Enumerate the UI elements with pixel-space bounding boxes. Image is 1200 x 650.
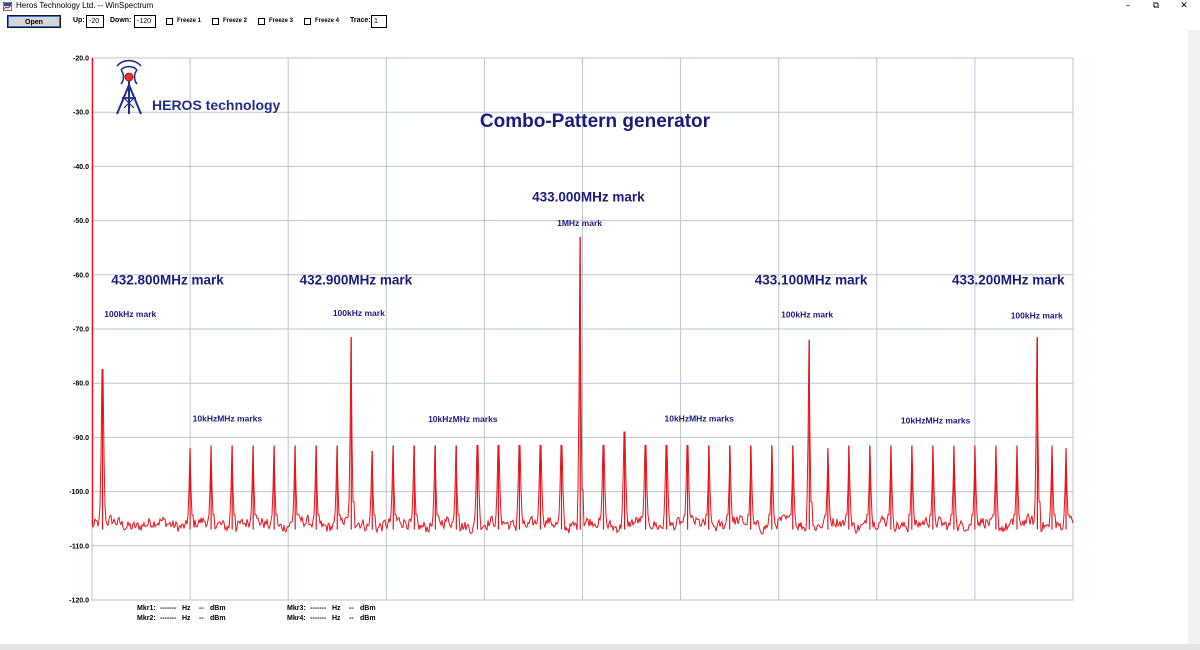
down-input[interactable]: -120 <box>134 15 156 28</box>
up-label: Up: <box>73 17 85 24</box>
mkr2-freq: ------- <box>160 615 177 622</box>
mkr2-label: Mkr2: <box>137 615 156 622</box>
mkr1-dbm: dBm <box>210 605 226 612</box>
title-bar: Heros Technology Ltd. -- WinSpectrum – ⧉… <box>0 0 1200 13</box>
mkr2-dbm-value: -- <box>199 615 204 622</box>
mkr4-dbm: dBm <box>360 615 376 622</box>
toolbar: Open Up: -20 Down: -120 Freeze 1 Freeze … <box>0 13 1200 30</box>
y-tick-label: -50.0 <box>73 218 89 225</box>
freeze-3-checkbox[interactable] <box>258 18 265 25</box>
marker-readout-4: Mkr4: ------- Hz -- dBm <box>287 615 376 622</box>
mark-note-label: 100kHz mark <box>1011 311 1063 321</box>
trace-input[interactable]: 1 <box>371 15 387 28</box>
freeze-3-label: Freeze 3 <box>269 18 294 24</box>
y-axis-ticks: -20.0 -30.0 -40.0 -50.0 -60.0 -70.0 -80.0 -90.0… <box>69 56 89 605</box>
spectrum-trace <box>91 236 1074 535</box>
mkr4-hz: Hz <box>332 615 341 622</box>
frequency-mark-label: 433.200MHz mark <box>952 273 1065 288</box>
mkr3-hz: Hz <box>332 605 341 612</box>
mark-note-label: 10kHzMHz marks <box>193 414 263 424</box>
up-input[interactable]: -20 <box>86 15 104 28</box>
frequency-mark-label: 432.900MHz mark <box>300 273 413 288</box>
status-strip <box>0 644 1200 650</box>
freeze-1-checkbox[interactable] <box>166 18 173 25</box>
mkr3-dbm-value: -- <box>349 605 354 612</box>
spectrum-chart[interactable]: -20.0 -30.0 -40.0 -50.0 -60.0 -70.0 -80.0 -90.0… <box>0 30 1200 644</box>
trace-label: Trace: <box>350 17 371 24</box>
y-tick-label: -40.0 <box>73 164 89 171</box>
annotations: 433.000MHz mark 1MHz mark 432.800MHz mark 4… <box>104 190 1065 426</box>
mark-note-label: 10kHzMHz marks <box>665 414 735 424</box>
y-tick-label: -20.0 <box>73 56 89 63</box>
spectrum-panel: -20.0 -30.0 -40.0 -50.0 -60.0 -70.0 -80.0 -90.0… <box>0 30 1200 644</box>
restore-button[interactable]: ⧉ <box>1152 1 1160 11</box>
mark-note-label: 10kHzMHz marks <box>901 415 971 425</box>
mkr1-hz: Hz <box>182 605 191 612</box>
marker-readout-3: Mkr3: ------- Hz -- dBm <box>287 605 376 612</box>
close-button[interactable]: ✕ <box>1180 1 1188 11</box>
y-tick-label: -60.0 <box>73 272 89 279</box>
down-label: Down: <box>110 17 132 24</box>
y-tick-label: -90.0 <box>73 435 89 442</box>
y-tick-label: -80.0 <box>73 381 89 388</box>
open-button[interactable]: Open <box>7 15 61 28</box>
marker-readout-1: Mkr1: ------- Hz -- dBm <box>137 605 226 612</box>
freeze-4-checkbox[interactable] <box>304 18 311 25</box>
mkr3-freq: ------- <box>310 605 327 612</box>
mkr4-dbm-value: -- <box>349 615 354 622</box>
mkr1-freq: ------- <box>160 605 177 612</box>
mkr2-hz: Hz <box>182 615 191 622</box>
frequency-mark-label: 433.000MHz mark <box>532 190 645 205</box>
freeze-2-label: Freeze 2 <box>223 18 248 24</box>
freeze-4-label: Freeze 4 <box>315 18 340 24</box>
freeze-1-label: Freeze 1 <box>177 18 202 24</box>
y-tick-label: -70.0 <box>73 327 89 334</box>
mkr1-dbm-value: -- <box>199 605 204 612</box>
mark-note-label: 1MHz mark <box>557 218 602 228</box>
window-title: Heros Technology Ltd. -- WinSpectrum <box>16 1 154 10</box>
mkr3-label: Mkr3: <box>287 605 306 612</box>
logo-text: HEROS technology <box>152 97 281 113</box>
marker-readout-2: Mkr2: ------- Hz -- dBm <box>137 615 226 622</box>
mark-note-label: 100kHz mark <box>781 310 833 320</box>
chart-title: Combo-Pattern generator <box>480 111 711 132</box>
app-icon <box>3 2 12 11</box>
freeze-2-checkbox[interactable] <box>212 18 219 25</box>
grid <box>91 57 1074 601</box>
right-edge <box>1188 30 1200 644</box>
mkr2-dbm: dBm <box>210 615 226 622</box>
frequency-mark-label: 432.800MHz mark <box>111 273 224 288</box>
y-tick-label: -100.0 <box>69 489 89 496</box>
mkr4-freq: ------- <box>310 615 327 622</box>
y-tick-label: -30.0 <box>73 110 89 117</box>
y-tick-label: -110.0 <box>70 543 90 550</box>
mark-note-label: 10kHzMHz marks <box>428 414 498 424</box>
mkr1-label: Mkr1: <box>137 605 156 612</box>
frequency-mark-label: 433.100MHz mark <box>755 273 868 288</box>
mark-note-label: 100kHz mark <box>333 308 385 318</box>
peak-markers <box>91 58 1067 530</box>
mkr4-label: Mkr4: <box>287 615 306 622</box>
minimize-button[interactable]: – <box>1125 1 1131 11</box>
y-tick-label: -120.0 <box>69 598 89 605</box>
mkr3-dbm: dBm <box>360 605 376 612</box>
mark-note-label: 100kHz mark <box>104 309 156 319</box>
heros-logo <box>116 59 142 115</box>
